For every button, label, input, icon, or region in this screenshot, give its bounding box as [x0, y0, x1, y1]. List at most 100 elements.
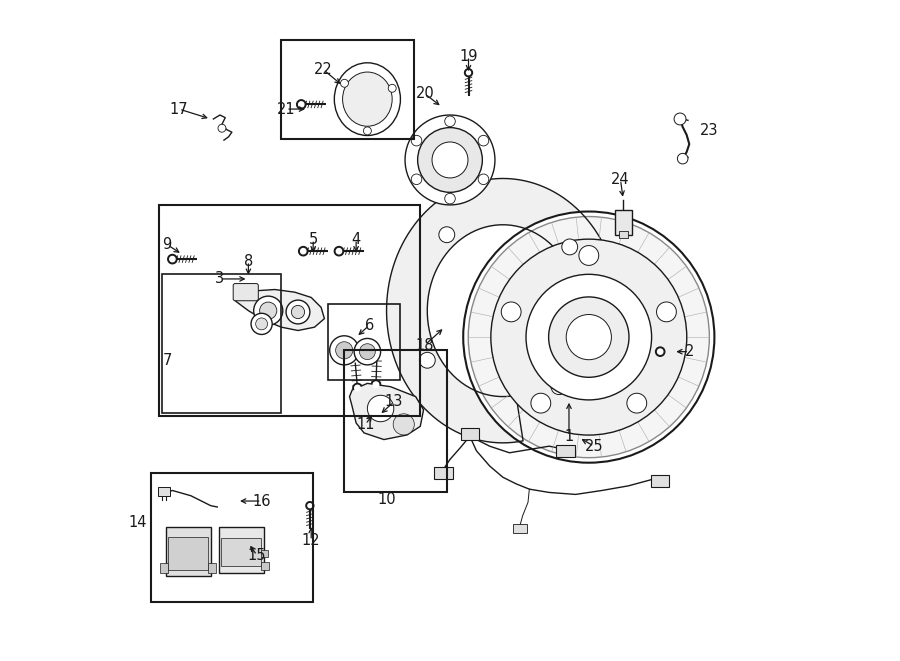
- Circle shape: [259, 302, 277, 319]
- Circle shape: [353, 383, 362, 393]
- Text: 24: 24: [611, 173, 630, 187]
- Circle shape: [464, 69, 473, 77]
- Circle shape: [445, 193, 455, 204]
- Circle shape: [297, 100, 306, 109]
- Polygon shape: [235, 290, 324, 330]
- Circle shape: [551, 379, 567, 395]
- Text: 9: 9: [163, 237, 172, 252]
- Polygon shape: [349, 383, 424, 440]
- Circle shape: [405, 115, 495, 205]
- Circle shape: [340, 79, 348, 87]
- Text: 20: 20: [416, 87, 435, 101]
- Text: 25: 25: [585, 439, 603, 453]
- Circle shape: [419, 352, 436, 368]
- Circle shape: [468, 217, 709, 457]
- Bar: [159, 205, 420, 416]
- Circle shape: [478, 136, 489, 146]
- Circle shape: [170, 256, 175, 262]
- Text: 3: 3: [215, 272, 224, 286]
- Circle shape: [549, 297, 629, 377]
- Bar: [651, 475, 670, 487]
- Circle shape: [299, 102, 304, 107]
- Text: 17: 17: [170, 102, 188, 116]
- Circle shape: [656, 302, 677, 322]
- Bar: [221, 538, 261, 566]
- Circle shape: [393, 414, 414, 435]
- Text: 21: 21: [277, 102, 295, 116]
- Text: 6: 6: [364, 318, 374, 332]
- Ellipse shape: [343, 72, 392, 126]
- Text: 19: 19: [459, 49, 478, 63]
- Circle shape: [306, 502, 314, 510]
- Circle shape: [355, 338, 381, 365]
- Circle shape: [308, 504, 312, 508]
- Circle shape: [254, 296, 283, 325]
- Circle shape: [501, 302, 521, 322]
- Bar: [514, 524, 526, 533]
- Circle shape: [251, 313, 272, 334]
- Circle shape: [432, 142, 468, 178]
- Bar: [166, 527, 211, 576]
- Circle shape: [299, 247, 308, 256]
- Text: 12: 12: [302, 533, 320, 548]
- Text: 7: 7: [162, 353, 172, 368]
- Bar: [261, 550, 267, 557]
- Bar: [219, 527, 264, 573]
- Bar: [151, 473, 313, 602]
- Circle shape: [329, 336, 359, 365]
- Circle shape: [445, 116, 455, 127]
- Circle shape: [359, 344, 375, 360]
- Circle shape: [491, 239, 687, 435]
- Circle shape: [372, 380, 381, 389]
- Polygon shape: [387, 178, 619, 443]
- Circle shape: [167, 254, 177, 264]
- Text: 15: 15: [248, 548, 266, 563]
- Bar: [556, 445, 575, 457]
- Bar: [261, 562, 269, 570]
- Circle shape: [367, 395, 394, 422]
- Circle shape: [411, 174, 422, 184]
- Circle shape: [355, 385, 360, 391]
- Circle shape: [464, 212, 715, 463]
- Circle shape: [658, 349, 662, 354]
- Text: 22: 22: [314, 62, 332, 77]
- Ellipse shape: [334, 63, 400, 136]
- Text: 10: 10: [378, 492, 397, 506]
- Bar: [163, 274, 282, 413]
- Circle shape: [562, 239, 578, 255]
- Text: 8: 8: [244, 254, 253, 268]
- Bar: [328, 304, 400, 380]
- Circle shape: [627, 393, 647, 413]
- Circle shape: [292, 305, 304, 319]
- Circle shape: [674, 113, 686, 125]
- Circle shape: [526, 274, 652, 400]
- Circle shape: [374, 382, 379, 387]
- Bar: [208, 563, 216, 573]
- Bar: [160, 563, 168, 573]
- Circle shape: [411, 136, 422, 146]
- Circle shape: [579, 245, 599, 265]
- Text: 23: 23: [700, 124, 718, 138]
- Circle shape: [336, 342, 353, 359]
- Circle shape: [286, 300, 310, 324]
- Bar: [168, 537, 208, 570]
- Circle shape: [337, 249, 342, 254]
- Circle shape: [478, 174, 489, 184]
- Bar: [618, 231, 628, 238]
- Circle shape: [439, 227, 454, 243]
- Circle shape: [531, 393, 551, 413]
- Circle shape: [334, 247, 344, 256]
- Bar: [344, 350, 446, 492]
- Bar: [616, 210, 632, 235]
- Circle shape: [388, 85, 396, 93]
- Circle shape: [301, 249, 306, 254]
- Text: 4: 4: [352, 232, 361, 247]
- Text: 18: 18: [416, 338, 434, 352]
- Bar: [282, 40, 414, 139]
- Bar: [434, 467, 453, 479]
- Text: 13: 13: [384, 395, 403, 409]
- Bar: [461, 428, 479, 440]
- Circle shape: [218, 124, 226, 132]
- Text: 1: 1: [564, 429, 573, 444]
- Text: 16: 16: [252, 494, 271, 508]
